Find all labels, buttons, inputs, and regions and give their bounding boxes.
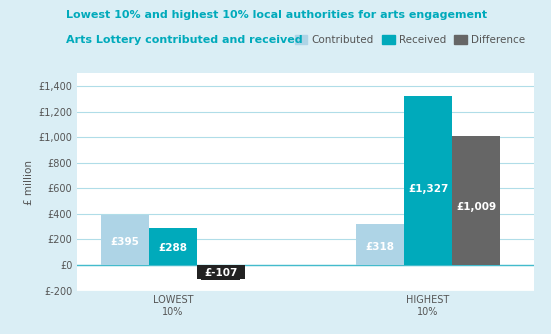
Bar: [101, 215, 149, 265]
Bar: [452, 136, 500, 265]
Text: £288: £288: [158, 243, 187, 254]
Bar: [149, 228, 197, 265]
Text: £318: £318: [366, 242, 395, 252]
Bar: [356, 224, 404, 265]
Text: £395: £395: [111, 237, 139, 247]
Bar: [197, 265, 245, 279]
Text: Arts Lottery contributed and received: Arts Lottery contributed and received: [66, 35, 302, 45]
Text: £-107: £-107: [204, 268, 237, 278]
Y-axis label: £ million: £ million: [24, 160, 34, 204]
Text: £1,327: £1,327: [408, 184, 449, 194]
Legend: Contributed, Received, Difference: Contributed, Received, Difference: [290, 31, 530, 49]
Bar: [404, 96, 452, 265]
Text: £1,009: £1,009: [456, 202, 496, 212]
Text: Lowest 10% and highest 10% local authorities for arts engagement: Lowest 10% and highest 10% local authori…: [66, 10, 487, 20]
